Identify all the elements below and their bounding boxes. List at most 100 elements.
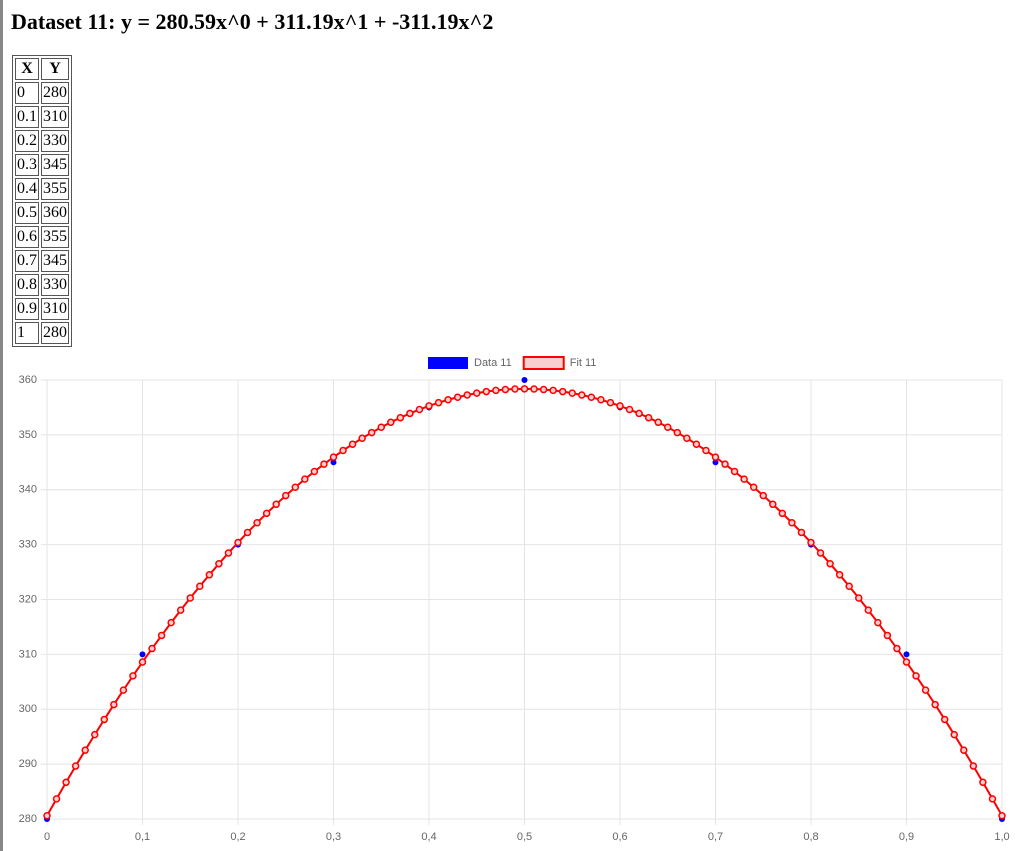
table-row: 1 280 bbox=[15, 322, 69, 344]
fit-point bbox=[100, 715, 109, 724]
x-tick-label: 0,1 bbox=[135, 831, 150, 843]
fit-point bbox=[549, 386, 557, 395]
table-cell: 330 bbox=[41, 274, 69, 296]
table-row: 0 280 bbox=[15, 82, 69, 104]
fit-point bbox=[960, 746, 968, 754]
fit-point bbox=[568, 389, 576, 397]
fit-point bbox=[282, 491, 290, 500]
fit-point bbox=[52, 795, 61, 803]
fit-point bbox=[129, 672, 137, 680]
fit-point bbox=[845, 582, 853, 591]
fit-point bbox=[43, 812, 51, 820]
fit-point bbox=[320, 460, 328, 468]
table-cell: 0 bbox=[15, 82, 39, 104]
fit-point bbox=[921, 686, 930, 694]
fit-point bbox=[444, 396, 452, 404]
fit-point bbox=[215, 559, 223, 568]
fit-point bbox=[205, 571, 214, 579]
fit-point bbox=[864, 606, 873, 614]
fit-point bbox=[148, 644, 156, 653]
fit-point bbox=[520, 385, 529, 393]
table-row: 0.7 345 bbox=[15, 250, 69, 272]
y-tick-label: 320 bbox=[19, 593, 37, 605]
fit-point bbox=[711, 453, 720, 461]
fit-point bbox=[530, 385, 538, 393]
fit-point bbox=[81, 746, 89, 754]
fit-point bbox=[91, 730, 99, 739]
fit-point bbox=[367, 428, 376, 437]
fit-point bbox=[664, 423, 672, 431]
fit-point bbox=[893, 644, 901, 653]
x-tick-label: 1,0 bbox=[994, 831, 1009, 843]
fit-point bbox=[186, 594, 194, 602]
fit-point bbox=[262, 509, 271, 518]
table-cell: 0.1 bbox=[15, 106, 39, 128]
fit-point bbox=[759, 491, 767, 500]
y-tick-label: 350 bbox=[19, 429, 37, 441]
fit-point bbox=[196, 582, 204, 591]
x-tick-label: 0,7 bbox=[708, 831, 723, 843]
fit-point bbox=[62, 778, 70, 787]
fit-point bbox=[224, 549, 233, 557]
fit-point bbox=[902, 658, 911, 666]
fit-point bbox=[730, 467, 739, 476]
data-point bbox=[521, 377, 528, 383]
fit-point bbox=[749, 483, 758, 491]
fit-point bbox=[635, 409, 643, 418]
fit-point bbox=[310, 467, 319, 476]
fit-point bbox=[425, 402, 433, 410]
table-cell: 0.7 bbox=[15, 250, 39, 272]
fit-point bbox=[157, 631, 166, 640]
table-cell: 0.9 bbox=[15, 298, 39, 320]
fit-point bbox=[835, 571, 844, 579]
legend-label: Data 11 bbox=[474, 357, 512, 369]
y-tick-label: 360 bbox=[19, 374, 37, 386]
fit-point bbox=[492, 386, 500, 395]
fit-point bbox=[683, 434, 691, 442]
fit-point bbox=[625, 405, 634, 414]
x-tick-label: 0,6 bbox=[612, 831, 627, 843]
table-cell: 310 bbox=[41, 298, 69, 320]
x-tick-label: 0,5 bbox=[517, 831, 532, 843]
table-cell: 0.2 bbox=[15, 130, 39, 152]
fit-point bbox=[119, 686, 128, 694]
fit-point bbox=[329, 453, 338, 461]
fit-point bbox=[434, 398, 443, 407]
y-tick-label: 310 bbox=[19, 648, 37, 660]
fit-point bbox=[473, 389, 481, 397]
fit-point bbox=[855, 594, 863, 602]
table-row: 0.2 330 bbox=[15, 130, 69, 152]
fit-point bbox=[243, 528, 252, 537]
table-cell: 360 bbox=[41, 202, 69, 224]
x-tick-label: 0 bbox=[44, 831, 50, 843]
table-cell: 0.3 bbox=[15, 154, 39, 176]
fit-point bbox=[912, 672, 920, 680]
fit-point bbox=[788, 518, 796, 527]
data-point bbox=[903, 651, 910, 658]
fit-point bbox=[291, 483, 300, 491]
chart: 280 290 300 310 320 330 340 350 360 0 0,1 0,2 0,3 0,4… bbox=[19, 356, 1010, 843]
fit-point bbox=[931, 700, 939, 709]
data-point bbox=[712, 459, 719, 466]
table-cell: 280 bbox=[41, 82, 69, 104]
fit-point bbox=[110, 700, 118, 709]
fit-point bbox=[816, 549, 825, 557]
fit-point bbox=[71, 762, 80, 770]
table-cell: 345 bbox=[41, 154, 69, 176]
fit-point bbox=[702, 446, 710, 455]
column-header: X bbox=[15, 58, 39, 80]
table-cell: 330 bbox=[41, 130, 69, 152]
fit-point bbox=[721, 460, 729, 468]
fit-point bbox=[797, 528, 806, 537]
fit-point bbox=[826, 559, 834, 568]
fit-point bbox=[740, 475, 748, 483]
table-cell: 355 bbox=[41, 178, 69, 200]
fit-point bbox=[778, 509, 787, 518]
x-tick-label: 0,9 bbox=[899, 831, 914, 843]
legend-swatch bbox=[428, 357, 468, 369]
x-tick-label: 0,4 bbox=[421, 831, 436, 843]
fit-point bbox=[597, 396, 605, 404]
